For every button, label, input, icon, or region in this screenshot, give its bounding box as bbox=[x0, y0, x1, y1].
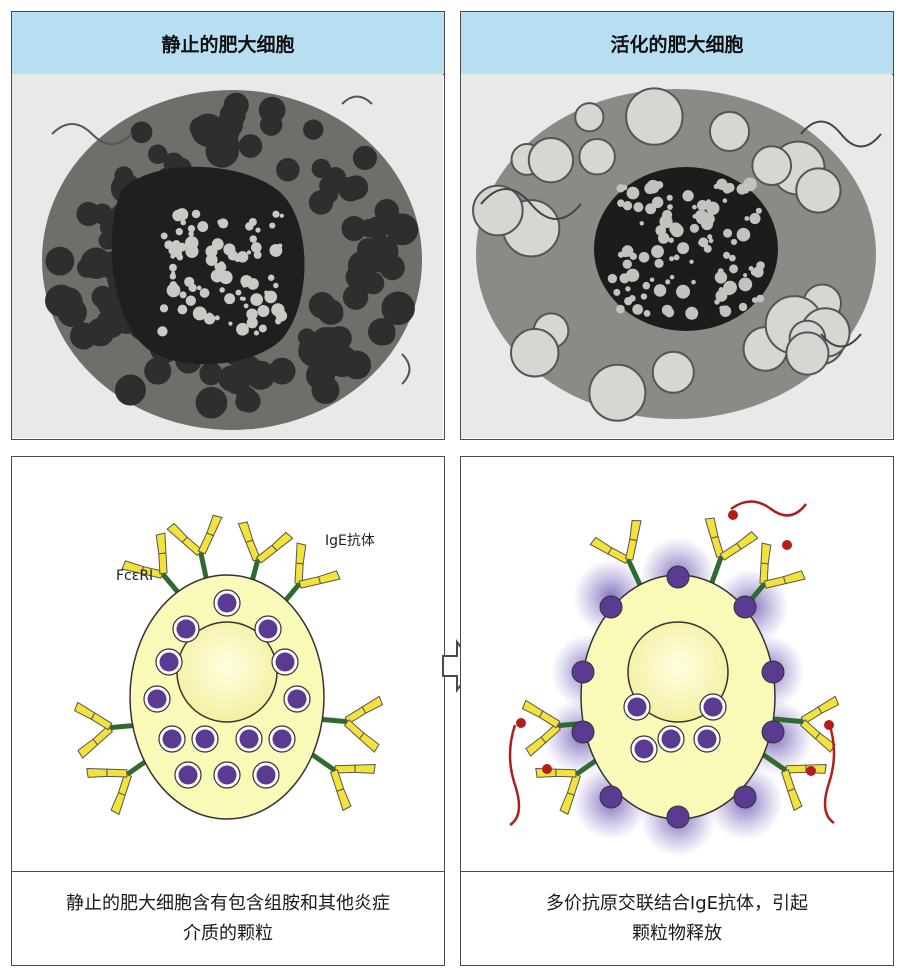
resting-diagram-panel: FcεRI IgE抗体 静止的肥大细胞含有包含组胺和其他炎症 介质的颗粒 bbox=[11, 456, 445, 966]
activated-micrograph bbox=[461, 74, 893, 439]
resting-cell-diagram: FcεRI IgE抗体 bbox=[12, 457, 444, 871]
activated-photo-panel: 活化的肥大细胞 bbox=[460, 11, 894, 440]
activated-title: 活化的肥大细胞 bbox=[461, 12, 893, 75]
receptor-label: FcεRI bbox=[116, 568, 154, 584]
activated-caption: 多价抗原交联结合IgE抗体，引起 颗粒物释放 bbox=[461, 871, 893, 965]
resting-photo-panel: 静止的肥大细胞 bbox=[11, 11, 445, 440]
resting-micrograph bbox=[12, 74, 444, 439]
multivalent-antigen bbox=[508, 500, 836, 827]
activated-cell-diagram bbox=[461, 457, 893, 871]
antibody-label: IgE抗体 bbox=[325, 533, 375, 549]
activated-diagram-panel: 多价抗原交联结合IgE抗体，引起 颗粒物释放 bbox=[460, 456, 894, 966]
resting-title: 静止的肥大细胞 bbox=[12, 12, 444, 75]
resting-caption: 静止的肥大细胞含有包含组胺和其他炎症 介质的颗粒 bbox=[12, 871, 444, 965]
